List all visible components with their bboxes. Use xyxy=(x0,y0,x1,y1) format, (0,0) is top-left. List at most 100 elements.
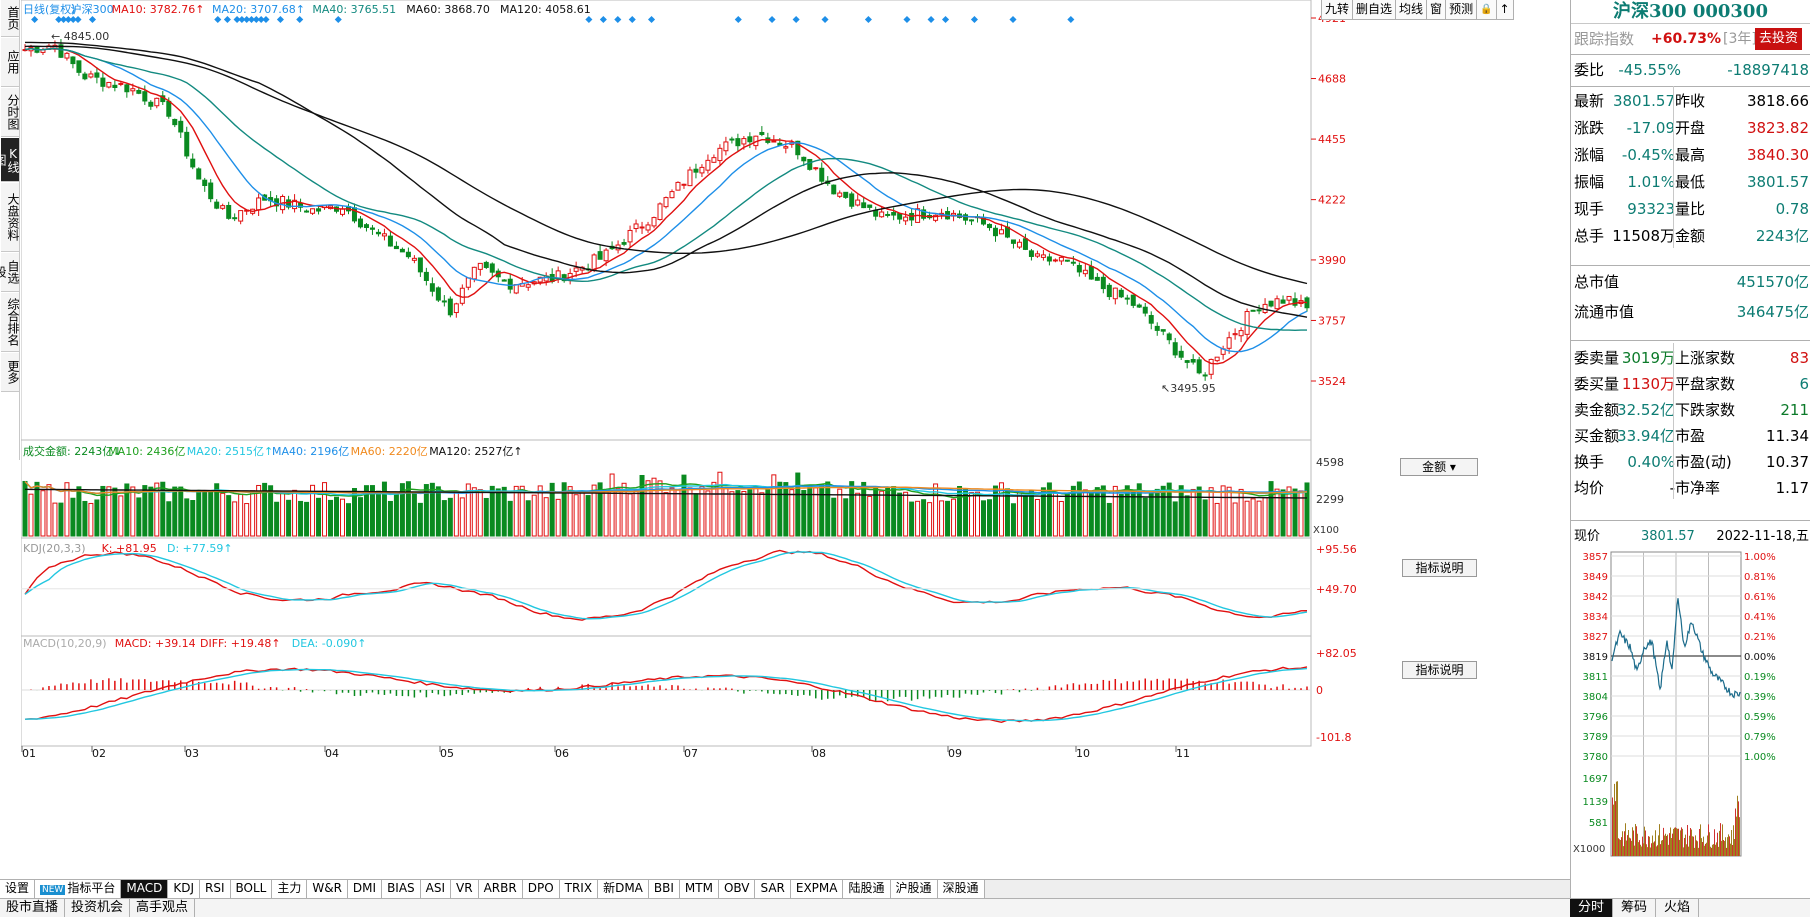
volume-bar xyxy=(801,490,807,537)
volume-bar xyxy=(1070,485,1076,537)
toolbar-btn-2[interactable]: 均线 xyxy=(1395,0,1428,20)
indicator-tab-10[interactable]: ASI xyxy=(420,880,452,898)
indicator-tab-8[interactable]: DMI xyxy=(347,880,383,898)
volume-bar xyxy=(903,491,909,537)
right-tab-1[interactable]: 筹码 xyxy=(1613,899,1657,917)
quote-label2-4: 量比 xyxy=(1675,200,1706,218)
indicator-tab-15[interactable]: 新DMA xyxy=(598,880,649,898)
indicator-tab-19[interactable]: SAR xyxy=(755,880,791,898)
bottom-tab-0[interactable]: 股市直播 xyxy=(0,899,66,917)
month-label: 11 xyxy=(1176,747,1190,760)
indicator-tab-14[interactable]: TRIX xyxy=(559,880,599,898)
invest-button[interactable]: 去投资 xyxy=(1755,28,1803,50)
indicator-tab-16[interactable]: BBI xyxy=(648,880,680,898)
up-arrow-icon[interactable]: ↑ xyxy=(1495,0,1514,20)
left-nav-item-7[interactable]: 更多 xyxy=(1,353,20,392)
stat-row-4: 换手 0.40% 市盈(动) 10.37 xyxy=(1571,447,1810,477)
candle xyxy=(220,205,226,209)
mini-right-axis-label: 0.19% xyxy=(1744,672,1776,683)
volume-bar xyxy=(423,484,429,537)
left-nav-item-3[interactable]: K线图 xyxy=(0,138,20,182)
indicator-tab-5[interactable]: BOLL xyxy=(230,880,273,898)
volume-bar xyxy=(345,503,351,537)
lock-icon[interactable]: 🔒 xyxy=(1476,0,1497,20)
indicator-tab-3[interactable]: KDJ xyxy=(168,880,200,898)
indicator-tab-17[interactable]: MTM xyxy=(679,880,719,898)
kline-chart-area[interactable]: 4921468844554222399037573524← 4845.00↖34… xyxy=(20,0,1570,887)
left-nav-item-1[interactable]: 应用 xyxy=(1,38,20,87)
indicator-tab-23[interactable]: 深股通 xyxy=(937,880,985,898)
indicator-tab-7[interactable]: W&R xyxy=(307,880,348,898)
volume-bar xyxy=(172,486,178,537)
indicator-tab-21[interactable]: 陆股通 xyxy=(843,880,891,898)
candle xyxy=(1052,259,1058,262)
left-nav-item-0[interactable]: 首页 xyxy=(1,0,20,37)
kline-header-1: 沪深300 xyxy=(71,2,114,16)
candle xyxy=(573,267,579,272)
candle xyxy=(196,168,202,180)
signal-diamond xyxy=(821,15,829,24)
kline-chart-svg[interactable]: 4921468844554222399037573524← 4845.00↖34… xyxy=(20,0,1570,887)
vol-ma120-line xyxy=(24,488,1307,499)
volume-bar xyxy=(519,485,525,537)
weibi-label: 委比 xyxy=(1574,61,1605,79)
mini-left-axis-label: 3811 xyxy=(1583,672,1608,683)
high-price-label: ← 4845.00 xyxy=(51,30,109,43)
mini-left-axis-label: 3789 xyxy=(1583,732,1608,743)
indicator-tab-4[interactable]: RSI xyxy=(200,880,231,898)
volume-bar xyxy=(130,486,136,537)
intraday-mini-chart[interactable]: 3857 1.00% 3849 0.81% 3842 0.61% 3834 0.41% 3827… xyxy=(1571,550,1810,898)
candle xyxy=(699,166,705,174)
indicator-tab-11[interactable]: VR xyxy=(451,880,479,898)
toolbar-btn-4[interactable]: 预测 xyxy=(1445,0,1478,20)
volume-header-1: MA10: 2436亿 xyxy=(108,445,185,458)
macd-header-3: DEA: -0.090↑ xyxy=(292,637,367,650)
volume-type-select[interactable]: 金额 ▾ xyxy=(1400,458,1478,476)
volume-bar xyxy=(1292,488,1298,537)
left-nav-item-5[interactable]: 自选股 xyxy=(0,253,20,292)
chart-toolbar: 九转 删自选 均线窗预测 🔒 ↑ xyxy=(1321,0,1514,20)
candle xyxy=(651,217,657,227)
month-label: 06 xyxy=(555,747,569,760)
indicator-tabs: 设置 NEW 指标平台 MACD KDJ RSI BOLL 主力 W&R DMI BIAS ASI VR… xyxy=(0,879,1570,898)
left-nav-item-2[interactable]: 分时图 xyxy=(1,88,20,137)
toolbar-btn-1[interactable]: 删自选 xyxy=(1352,0,1397,20)
stat-label-1: 委买量 xyxy=(1574,375,1620,393)
kdj-help-button[interactable]: 指标说明 xyxy=(1402,559,1477,577)
candle xyxy=(154,97,160,107)
indicator-tab-13[interactable]: DPO xyxy=(522,880,560,898)
right-tab-0[interactable]: 分时 xyxy=(1570,899,1614,917)
indicator-tab-18[interactable]: OBV xyxy=(718,880,756,898)
candle xyxy=(399,248,405,253)
month-label: 09 xyxy=(948,747,962,760)
macd-help-button[interactable]: 指标说明 xyxy=(1402,661,1477,679)
indicator-tab-9[interactable]: BIAS xyxy=(382,880,421,898)
indicator-tab-6[interactable]: 主力 xyxy=(272,880,308,898)
candle xyxy=(286,199,292,208)
candle xyxy=(483,261,489,268)
indicator-tab-2[interactable]: MACD xyxy=(121,880,169,898)
right-tab-2[interactable]: 火焰 xyxy=(1656,899,1700,917)
bottom-tab-1[interactable]: 投资机会 xyxy=(65,899,131,917)
left-nav-item-6[interactable]: 综合排名 xyxy=(1,293,20,352)
now-date: 2022-11-18,五 xyxy=(1716,529,1809,544)
signal-diamond xyxy=(243,15,251,24)
toolbar-btn-0[interactable]: 九转 xyxy=(1321,0,1354,20)
indicator-tab-20[interactable]: EXPMA xyxy=(790,880,844,898)
quote-label-0: 最新 xyxy=(1574,92,1605,110)
volume-bar xyxy=(22,480,28,537)
quote-label-5: 总手 xyxy=(1574,227,1605,245)
indicator-tab-22[interactable]: 沪股通 xyxy=(890,880,938,898)
candle xyxy=(1178,350,1184,358)
candle xyxy=(94,72,100,78)
left-nav-item-4[interactable]: 大盘资料 xyxy=(1,183,20,252)
candle xyxy=(963,214,969,221)
candle xyxy=(310,208,316,214)
indicator-tab-1[interactable]: NEW 指标平台 xyxy=(35,880,122,898)
toolbar-btn-3[interactable]: 窗 xyxy=(1426,0,1447,20)
bottom-tab-2[interactable]: 高手观点 xyxy=(130,899,196,917)
indicator-tab-0[interactable]: 设置 xyxy=(0,880,36,898)
volume-bar xyxy=(819,484,825,537)
volume-bar xyxy=(1088,492,1094,537)
indicator-tab-12[interactable]: ARBR xyxy=(478,880,523,898)
